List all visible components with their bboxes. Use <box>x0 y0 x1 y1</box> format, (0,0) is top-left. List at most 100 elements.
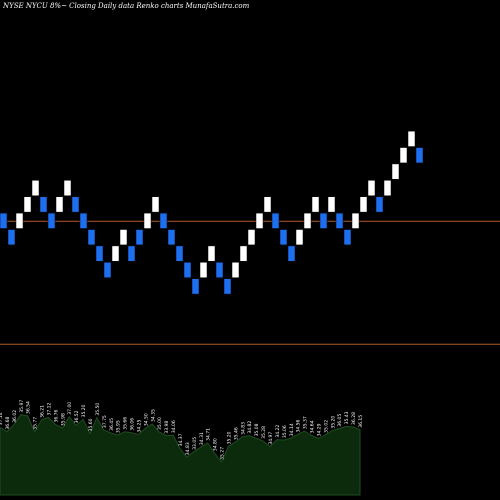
renko-brick-down <box>159 212 168 229</box>
bottom-panel-label: 34.50 <box>143 413 149 426</box>
renko-brick-up <box>327 196 336 213</box>
renko-brick-down <box>279 229 288 246</box>
bottom-panel-label: 35.20 <box>330 416 336 429</box>
bottom-panel-label: 34.80 <box>213 438 219 451</box>
bottom-panel-label: 35.97 <box>19 400 25 413</box>
bottom-panel-label: 37.75 <box>102 415 108 428</box>
bottom-panel-label: 34.29 <box>316 423 322 436</box>
renko-brick-up <box>207 245 216 262</box>
bottom-panel-label: 35.20 <box>81 404 87 417</box>
bottom-panel-label: 35.20 <box>226 431 232 444</box>
renko-brick-up <box>351 212 360 229</box>
renko-brick-down <box>79 212 88 229</box>
bottom-panel-label: 34.06 <box>171 420 177 433</box>
bottom-panel-label: 36.05 <box>337 414 343 427</box>
bottom-panel-label: 34.22 <box>275 425 281 438</box>
renko-brick-down <box>135 229 144 246</box>
bottom-panel-label: 36.15 <box>358 415 364 428</box>
bottom-panel-label: 35.95 <box>116 420 122 433</box>
bottom-panel-label: 35.02 <box>323 420 329 433</box>
renko-brick-up <box>367 180 376 196</box>
bottom-panel-label: 35.27 <box>220 447 226 460</box>
renko-brick-up <box>15 212 24 229</box>
renko-brick-up <box>55 196 64 213</box>
renko-brick-down <box>71 196 80 213</box>
renko-brick-down <box>95 245 104 262</box>
renko-brick-down <box>47 212 56 229</box>
renko-brick-up <box>311 196 320 213</box>
bottom-panel-area <box>0 414 361 496</box>
bottom-panel-label: 35.08 <box>254 423 260 436</box>
renko-brick-up <box>295 229 304 246</box>
bottom-panel-label: 35.28 <box>261 426 267 439</box>
bottom-panel-label: 35.06 <box>282 425 288 438</box>
bottom-panel-label: 37.12 <box>46 402 52 415</box>
renko-brick-down <box>167 229 176 246</box>
renko-brick-up <box>263 196 272 213</box>
renko-brick-down <box>375 196 384 213</box>
renko-brick-up <box>247 229 256 246</box>
bottom-panel-label: 36.54 <box>26 401 32 414</box>
bottom-panel-label: 36.45 <box>109 418 115 431</box>
renko-brick-down <box>175 245 184 262</box>
renko-brick-down <box>287 245 296 262</box>
bottom-panel-label: 36.28 <box>351 412 357 425</box>
renko-brick-up <box>399 147 408 164</box>
renko-brick-up <box>143 212 152 229</box>
renko-brick-up <box>391 163 400 180</box>
chart-title: NYSE NYCU 8%~ Closing Daily data Renko c… <box>3 2 250 10</box>
bottom-panel-label: 34.56 <box>296 419 302 432</box>
renko-brick-up <box>151 196 160 213</box>
bottom-panel-label: 36.68 <box>5 417 11 430</box>
bottom-panel-label: 35.37 <box>303 416 309 429</box>
renko-brick-down <box>127 245 136 262</box>
renko-brick-up <box>111 245 120 262</box>
bottom-panel-label: 36.06 <box>130 418 136 431</box>
bottom-panel-label: 34.37 <box>178 433 184 446</box>
renko-brick-up <box>199 262 208 278</box>
renko-brick-down <box>335 212 344 229</box>
bottom-panel-label: 34.97 <box>268 432 274 445</box>
renko-brick-up <box>31 180 40 196</box>
bottom-panel-label: 34.83 <box>240 422 246 435</box>
renko-brick-down <box>0 212 8 229</box>
renko-brick-down <box>87 229 96 246</box>
bottom-panel-label: 35.98 <box>60 413 66 426</box>
bottom-panel-label: 35.43 <box>344 411 350 424</box>
renko-brick-down <box>7 229 16 246</box>
bottom-panel-label: 34.14 <box>289 423 295 436</box>
renko-brick-up <box>63 180 72 196</box>
renko-brick-up <box>407 130 416 147</box>
renko-brick-up <box>303 212 312 229</box>
bottom-panel-label: 35.77 <box>33 417 39 430</box>
bottom-panel-label: 35.66 <box>123 417 129 430</box>
bottom-panel-label: 35.00 <box>157 417 163 430</box>
renko-brick-down <box>39 196 48 213</box>
renko-brick-down <box>343 229 352 246</box>
bottom-panel-label: 34.71 <box>206 428 212 441</box>
renko-brick-down <box>271 212 280 229</box>
bottom-panel-label: 35.46 <box>233 427 239 440</box>
renko-brick-up <box>383 180 392 196</box>
renko-brick-down <box>415 147 424 164</box>
bottom-panel-label: 36.76 <box>53 409 59 422</box>
renko-brick-up <box>231 262 240 278</box>
renko-brick-down <box>223 278 232 295</box>
renko-brick-down <box>215 262 224 278</box>
bottom-panel-label: 34.82 <box>247 421 253 434</box>
bottom-panel-label: 35.60 <box>88 418 94 431</box>
renko-brick-down <box>183 262 192 278</box>
renko-brick-up <box>359 196 368 213</box>
renko-brick-down <box>191 278 200 295</box>
bottom-panel-label: 34.64 <box>310 420 316 433</box>
bottom-panel-label: 36.52 <box>74 410 80 423</box>
bottom-panel-label: 33.98 <box>164 421 170 434</box>
renko-brick-up <box>23 196 32 213</box>
bottom-panel-label: 37.14 <box>0 412 4 425</box>
bottom-panel-label: 34.83 <box>185 442 191 455</box>
renko-brick-down <box>319 212 328 229</box>
bottom-panel-label: 34.25 <box>136 419 142 432</box>
bottom-panel-label: 36.02 <box>12 410 18 423</box>
renko-brick-up <box>119 229 128 246</box>
